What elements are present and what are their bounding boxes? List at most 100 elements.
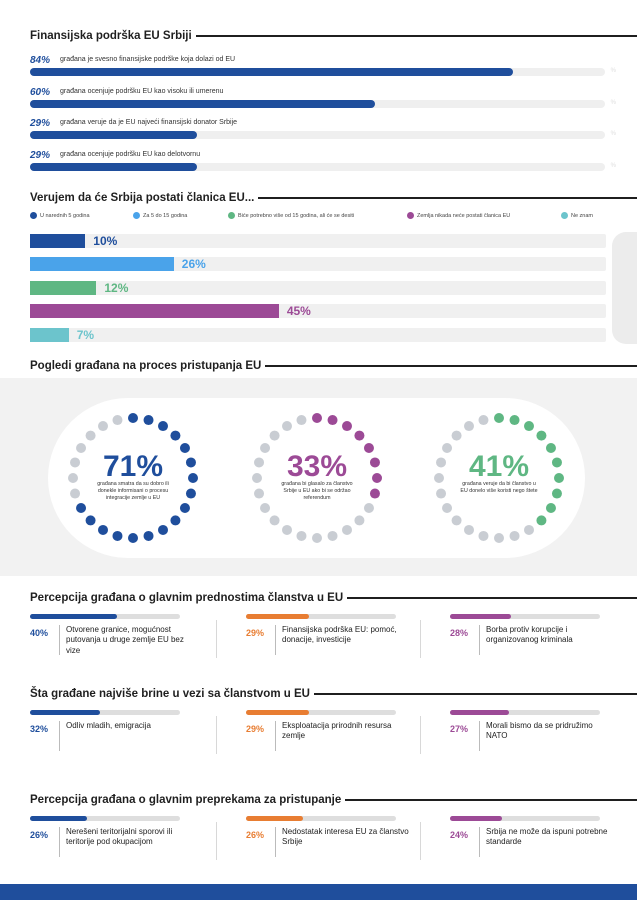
row-percent: 29% xyxy=(30,150,51,161)
column-divider xyxy=(216,822,217,860)
legend-label: Zemlja nikada neće postati članica EU xyxy=(417,212,511,219)
stat-percent: 40% xyxy=(30,628,49,638)
membership-bar-row: 26% xyxy=(30,257,606,271)
ring-dot xyxy=(327,530,338,541)
bar-fill xyxy=(30,281,97,295)
side-tab xyxy=(612,232,637,344)
section1-title: Finansijska podrška EU Srbiji xyxy=(30,30,192,42)
stat-track xyxy=(450,614,600,619)
section1-rule xyxy=(195,35,637,37)
bar-value: 45% xyxy=(286,304,311,318)
ring-dots xyxy=(68,413,198,543)
ring-dot xyxy=(112,415,123,426)
stat-fill xyxy=(30,710,100,715)
bar-fill xyxy=(30,328,69,342)
legend-item: Ne znam xyxy=(561,212,593,219)
stat-separator xyxy=(59,625,60,655)
column-divider xyxy=(216,620,217,658)
ring-dot xyxy=(282,421,292,432)
stat-separator xyxy=(479,827,480,857)
rings-panel xyxy=(48,398,585,558)
stat-percent: 26% xyxy=(246,830,265,840)
stat-text: Borba protiv korupcije i organizovanog k… xyxy=(486,625,573,645)
bar-track xyxy=(30,281,606,295)
legend-label: Biće potrebno više od 15 godina, ali će … xyxy=(238,212,355,219)
row-percent: 60% xyxy=(30,87,51,98)
ring-dot xyxy=(354,430,365,441)
stat-separator xyxy=(479,721,480,751)
ring-dot xyxy=(260,503,271,513)
stat-percent: 27% xyxy=(450,724,469,734)
ring-dot xyxy=(369,457,380,468)
bar-value: 12% xyxy=(104,281,129,295)
ring-dot xyxy=(85,515,96,526)
ring-description: građana veruje da bi članstvo u EU donel… xyxy=(460,481,538,494)
ring-dot xyxy=(68,473,78,483)
ring-dot xyxy=(536,515,547,526)
track-end-mark: % xyxy=(610,100,616,106)
awareness-row: 29% građana veruje da je EU najveći finan… xyxy=(30,118,616,148)
stat-track xyxy=(246,614,396,619)
ring-dot xyxy=(128,533,138,543)
awareness-row: 84% građana je svesno finansijske podrške… xyxy=(30,55,616,85)
ring-dot xyxy=(252,473,262,483)
column-divider xyxy=(216,716,217,754)
ring-dot xyxy=(254,488,265,499)
ring-dot xyxy=(112,530,123,541)
column-divider xyxy=(420,822,421,860)
ring-percent: 33% xyxy=(286,450,348,483)
stat-fill xyxy=(30,614,117,619)
stat-fill xyxy=(246,816,303,821)
row-label: građana je svesno finansijske podrške ko… xyxy=(60,56,236,63)
legend-item: Biće potrebno više od 15 godina, ali će … xyxy=(228,212,354,219)
ring-dot xyxy=(545,503,556,513)
legend-dot-icon xyxy=(407,212,414,219)
stat-track xyxy=(246,710,396,715)
ring-dot xyxy=(98,524,108,535)
dotted-ring-stat: 71% građana smatra da su dobro ili donekl… xyxy=(63,408,203,548)
bar-track xyxy=(30,328,606,342)
ring-dot xyxy=(70,457,81,468)
stat-track xyxy=(30,816,180,821)
stat-percent: 32% xyxy=(30,724,49,734)
section2-heading: Verujem da će Srbija postati članica EU.… xyxy=(30,192,637,204)
ring-dot xyxy=(85,430,96,441)
ring-dot xyxy=(158,524,168,535)
row-label: građana veruje da je EU najveći finansij… xyxy=(60,119,238,126)
bar-fill xyxy=(30,257,174,271)
ring-dot xyxy=(524,421,534,432)
stat-text: Nedostatak interesa EU za članstvo Srbij… xyxy=(282,827,409,847)
stat-track xyxy=(246,816,396,821)
stat-track xyxy=(450,710,600,715)
ring-dot xyxy=(327,415,338,426)
ring-dot xyxy=(369,488,380,499)
ring-dot xyxy=(269,515,280,526)
stat-separator xyxy=(59,721,60,751)
ring-dot xyxy=(260,443,271,453)
stat-separator xyxy=(59,827,60,857)
membership-bar-row: 12% xyxy=(30,281,606,295)
ring-dot xyxy=(554,473,564,483)
stat-text: Nerešeni teritorijalni sporovi ili terit… xyxy=(66,827,173,847)
ring-dot xyxy=(494,413,504,423)
row-label: građana ocenjuje podršku EU kao visoku i… xyxy=(60,88,224,95)
section5-title: Šta građane najviše brine u vezi sa član… xyxy=(30,688,310,700)
stat-fill xyxy=(450,816,503,821)
stat-percent: 28% xyxy=(450,628,469,638)
section5-band xyxy=(0,672,637,764)
ring-dot xyxy=(478,415,489,426)
dotted-ring-stat: 41% građana veruje da bi članstvo u EU do… xyxy=(429,408,569,548)
bar-track xyxy=(30,257,606,271)
ring-dot xyxy=(254,457,265,468)
section3-rule xyxy=(265,365,637,367)
awareness-row: 29% građana ocenjuje podršku EU kao delot… xyxy=(30,150,616,180)
ring-dot xyxy=(509,415,520,426)
stat-track xyxy=(450,816,600,821)
stat-fill xyxy=(450,614,511,619)
ring-dot xyxy=(312,533,322,543)
ring-dot xyxy=(98,421,108,432)
legend-dot-icon xyxy=(228,212,235,219)
stat-percent: 24% xyxy=(450,830,469,840)
legend-label: Za 5 do 15 godina xyxy=(143,212,188,219)
ring-dot xyxy=(372,473,382,483)
